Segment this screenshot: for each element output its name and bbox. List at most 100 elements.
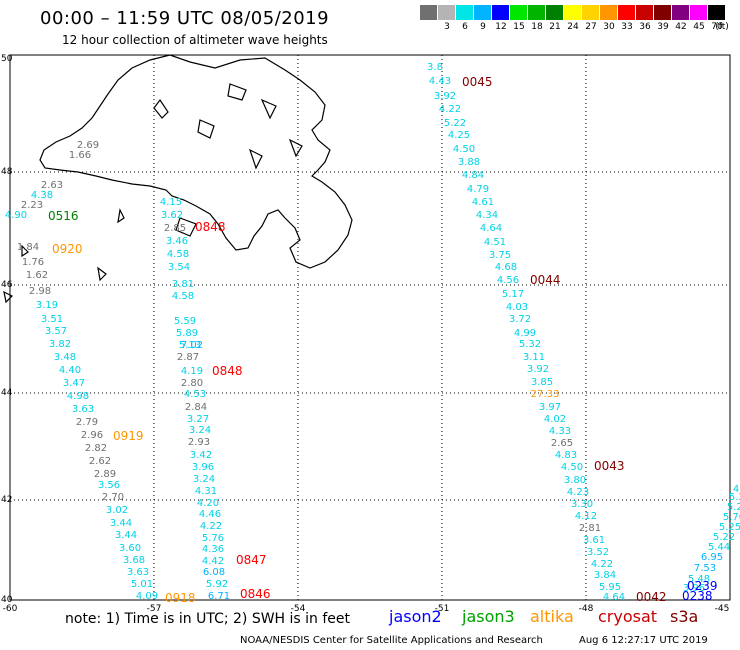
scale-label: 24 [567, 22, 579, 32]
pass-time-label: 0043 [594, 459, 625, 473]
map-subtitle: 12 hour collection of altimeter wave hei… [62, 33, 328, 47]
legend-jason3: jason3 [462, 607, 515, 626]
wave-height-value: 5.25 [719, 522, 740, 533]
wave-height-value: 4.64 [480, 223, 502, 234]
legend-s3a: s3a [670, 607, 699, 626]
scale-label: 21 [549, 22, 561, 32]
wave-height-value: 4.64 [603, 592, 625, 603]
wave-height-value: 5.22 [713, 532, 735, 543]
wave-height-value: 5.32 [519, 339, 541, 350]
wave-height-value: 4.53 [184, 389, 206, 400]
wave-height-value: 4.90 [5, 210, 27, 221]
scale-swatch [654, 5, 671, 20]
wave-height-value: 4.46 [199, 509, 221, 520]
scale-label: 15 [513, 22, 525, 32]
wave-height-value: 2.81 [579, 523, 601, 534]
wave-height-value: 4.40 [59, 365, 81, 376]
wave-height-value: 7.02 [181, 340, 203, 351]
wave-height-value: 3.63 [72, 404, 94, 415]
pass-time-label: 0042 [636, 590, 667, 604]
pass-time-label: 0238 [682, 589, 713, 603]
lat-tick-label: 48 [1, 167, 13, 177]
map-frame [9, 54, 731, 601]
wave-height-value: 3.02 [106, 505, 128, 516]
lat-tick-label: 50 [1, 54, 13, 64]
wave-height-value: 4.22 [591, 559, 613, 570]
wave-height-value: 3.48 [54, 352, 76, 363]
wave-height-value: 3.47 [63, 378, 85, 389]
scale-swatch [708, 5, 725, 20]
scale-label: 27 [585, 22, 597, 32]
wave-height-value: 2.82 [85, 443, 107, 454]
wave-height-value: 4.09 [136, 591, 158, 602]
wave-height-value: 4.15 [160, 197, 182, 208]
legend-cryosat: cryosat [598, 607, 658, 626]
scale-swatch [564, 5, 581, 20]
wave-height-value: 2.65 [551, 438, 573, 449]
wave-height-value: 2.87 [177, 352, 199, 363]
scale-swatch [618, 5, 635, 20]
wave-height-value: 3.51 [41, 314, 63, 325]
wave-height-value: 4.12 [575, 511, 597, 522]
wave-height-value: 3.56 [98, 480, 120, 491]
wave-height-value: 5.17 [502, 289, 524, 300]
wave-height-value: 4.68 [495, 262, 517, 273]
scale-label: 12 [495, 22, 507, 32]
wave-height-value: 4.33 [549, 426, 571, 437]
wave-height-value: 4.98 [67, 391, 89, 402]
wave-height-value: 5.13 [179, 340, 201, 351]
wave-height-value: 5.70 [723, 512, 740, 523]
scale-unit: (ft) [715, 22, 729, 32]
wave-height-value: 2.93 [188, 437, 210, 448]
scale-swatch [456, 5, 473, 20]
wave-height-value: 4.22 [200, 521, 222, 532]
scale-swatch [546, 5, 563, 20]
wave-height-value: 4.02 [544, 414, 566, 425]
wave-height-value: 4.19 [181, 366, 203, 377]
wave-height-value: 3.85 [531, 377, 553, 388]
wave-height-value: 2.98 [29, 286, 51, 297]
lat-tick-label: 44 [1, 388, 13, 398]
wave-height-value: 3.60 [119, 543, 141, 554]
wave-height-value: 3.27 [187, 414, 209, 425]
scale-swatch [420, 5, 437, 20]
wave-height-value: 3.19 [36, 300, 58, 311]
lon-tick-label: -51 [435, 604, 450, 614]
pass-time-label: 0848 [212, 364, 243, 378]
footnote: note: 1) Time is in UTC; 2) SWH is in fe… [65, 611, 351, 627]
wave-height-value: 3.30 [571, 499, 593, 510]
legend-altika: altika [530, 607, 574, 626]
wave-height-value: 2.23 [21, 200, 43, 211]
scale-label: 30 [603, 22, 615, 32]
pass-time-label: 0847 [236, 553, 267, 567]
wave-height-value: 4.50 [561, 462, 583, 473]
scale-swatch [438, 5, 455, 20]
wave-height-value: 4.25 [448, 130, 470, 141]
wave-height-value: 5.01 [131, 579, 153, 590]
timestamp: Aug 6 12:27:17 UTC 2019 [579, 635, 708, 646]
wave-height-value: 3.61 [583, 535, 605, 546]
wave-height-value: 3.24 [193, 474, 215, 485]
wave-height-value: 5.59 [174, 316, 196, 327]
wave-height-value: 3.81 [172, 279, 194, 290]
wave-height-value: 1.62 [26, 270, 48, 281]
lat-tick-label: 42 [1, 495, 12, 505]
wave-height-value: 3.97 [539, 402, 561, 413]
wave-height-value: 3.63 [127, 567, 149, 578]
wave-height-value: 4.58 [172, 291, 194, 302]
wave-height-value: 3.92 [434, 91, 456, 102]
pass-time-label: 0920 [52, 242, 83, 256]
wave-height-value: 3.44 [110, 518, 132, 529]
wave-height-value: 3.80 [564, 475, 586, 486]
scale-label: 18 [531, 22, 543, 32]
wave-height-value: 3.92 [527, 364, 549, 375]
wave-height-value: 2.63 [41, 180, 63, 191]
wave-height-value: 5.22 [444, 118, 466, 129]
wave-height-value: 2.69 [77, 140, 99, 151]
wave-height-value: 1.84 [17, 242, 39, 253]
wave-height-value: 3.62 [161, 210, 183, 221]
wave-height-value: 2.79 [76, 417, 98, 428]
lat-tick-label: 40 [1, 595, 13, 605]
wave-height-value: 4.83 [555, 450, 577, 461]
